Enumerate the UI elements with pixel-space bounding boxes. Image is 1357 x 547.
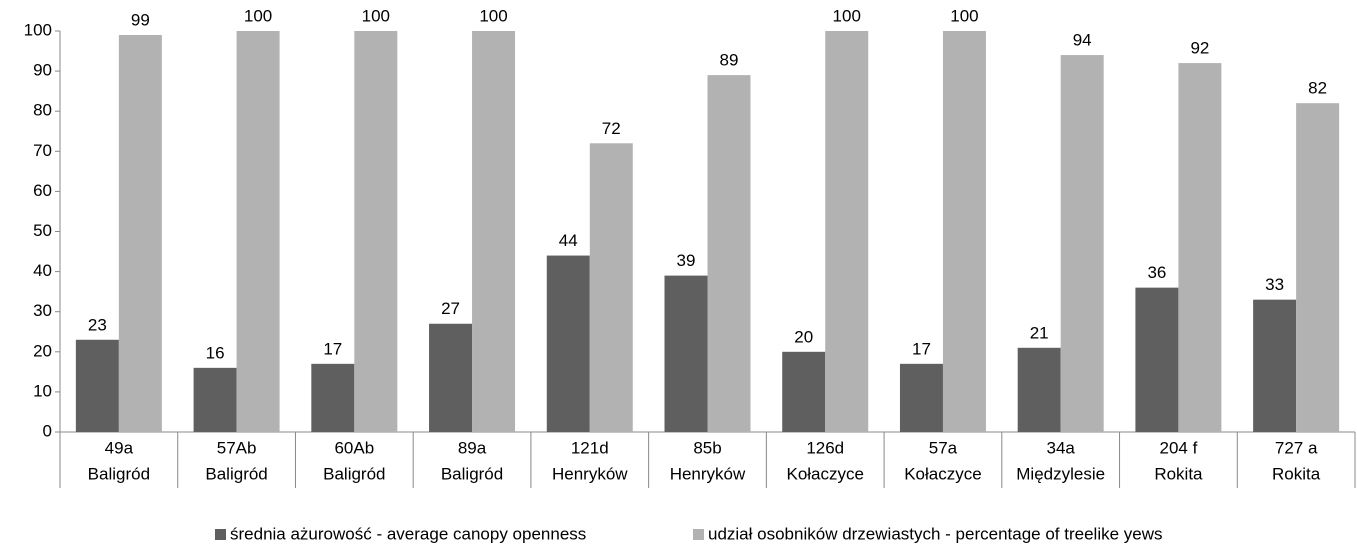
data-label: 23 — [88, 315, 107, 334]
bar — [236, 31, 280, 432]
data-label: 94 — [1073, 31, 1092, 50]
x-tick-label: 49a — [105, 438, 134, 457]
legend-label: udział osobników drzewiastych - percenta… — [708, 524, 1163, 543]
x-tick-label: 126d — [806, 438, 844, 457]
y-tick-label: 70 — [33, 141, 52, 160]
data-label: 100 — [833, 6, 861, 25]
data-label: 82 — [1308, 79, 1327, 98]
bar — [1178, 63, 1222, 433]
data-label: 92 — [1190, 39, 1209, 58]
bar — [118, 35, 162, 432]
bar — [942, 31, 986, 432]
bar — [1017, 347, 1061, 432]
bar — [825, 31, 869, 432]
data-label: 100 — [479, 6, 507, 25]
y-tick-label: 40 — [33, 261, 52, 280]
bar — [782, 351, 826, 432]
y-tick-label: 20 — [33, 341, 52, 360]
x-group-label: Międzylesie — [1016, 464, 1105, 483]
bar — [1253, 299, 1297, 432]
x-group-label: Kołaczyce — [904, 464, 981, 483]
data-label: 21 — [1030, 323, 1049, 342]
y-tick-label: 100 — [24, 20, 52, 39]
legend-label: średnia ażurowość - average canopy openn… — [230, 524, 586, 543]
x-tick-label: 57a — [929, 438, 958, 457]
y-tick-label: 10 — [33, 381, 52, 400]
bar — [589, 143, 633, 432]
x-group-label: Baligród — [441, 464, 503, 483]
x-tick-label: 89a — [458, 438, 487, 457]
data-label: 44 — [559, 231, 578, 250]
data-label: 33 — [1265, 275, 1284, 294]
bar — [311, 363, 355, 432]
bar — [1296, 103, 1340, 433]
bar — [1060, 55, 1104, 433]
x-group-label: Rokita — [1272, 464, 1321, 483]
y-tick-label: 60 — [33, 181, 52, 200]
data-label: 17 — [912, 339, 931, 358]
x-group-label: Baligród — [323, 464, 385, 483]
x-group-label: Baligród — [205, 464, 267, 483]
legend-swatch — [693, 529, 704, 540]
x-tick-label: 727 a — [1275, 438, 1318, 457]
bar — [1135, 287, 1179, 432]
bar — [75, 339, 119, 432]
bar — [899, 363, 943, 432]
data-label: 100 — [244, 6, 272, 25]
data-label: 17 — [323, 339, 342, 358]
x-tick-label: 34a — [1046, 438, 1075, 457]
bar — [664, 275, 708, 432]
bar — [707, 75, 751, 433]
bar — [546, 255, 590, 432]
data-label: 36 — [1147, 263, 1166, 282]
x-tick-label: 85b — [693, 438, 721, 457]
data-label: 100 — [950, 6, 978, 25]
legend-swatch — [215, 529, 226, 540]
x-tick-label: 121d — [571, 438, 609, 457]
data-label: 39 — [677, 251, 696, 270]
y-tick-label: 30 — [33, 301, 52, 320]
bar — [354, 31, 398, 432]
x-group-label: Rokita — [1154, 464, 1203, 483]
data-label: 89 — [720, 51, 739, 70]
data-label: 20 — [794, 327, 813, 346]
y-tick-label: 50 — [33, 221, 52, 240]
x-group-label: Henryków — [552, 464, 628, 483]
x-tick-label: 57Ab — [217, 438, 257, 457]
data-label: 99 — [131, 10, 150, 29]
x-group-label: Baligród — [88, 464, 150, 483]
y-tick-label: 0 — [43, 421, 52, 440]
bar — [193, 367, 237, 432]
x-group-label: Henryków — [670, 464, 746, 483]
bar — [429, 323, 473, 432]
x-tick-label: 60Ab — [334, 438, 374, 457]
data-label: 27 — [441, 299, 460, 318]
x-tick-label: 204 f — [1160, 438, 1198, 457]
data-label: 72 — [602, 119, 621, 138]
y-tick-label: 80 — [33, 101, 52, 120]
bar — [472, 31, 516, 432]
data-label: 16 — [206, 343, 225, 362]
data-label: 100 — [362, 6, 390, 25]
y-tick-label: 90 — [33, 61, 52, 80]
x-group-label: Kołaczyce — [786, 464, 863, 483]
